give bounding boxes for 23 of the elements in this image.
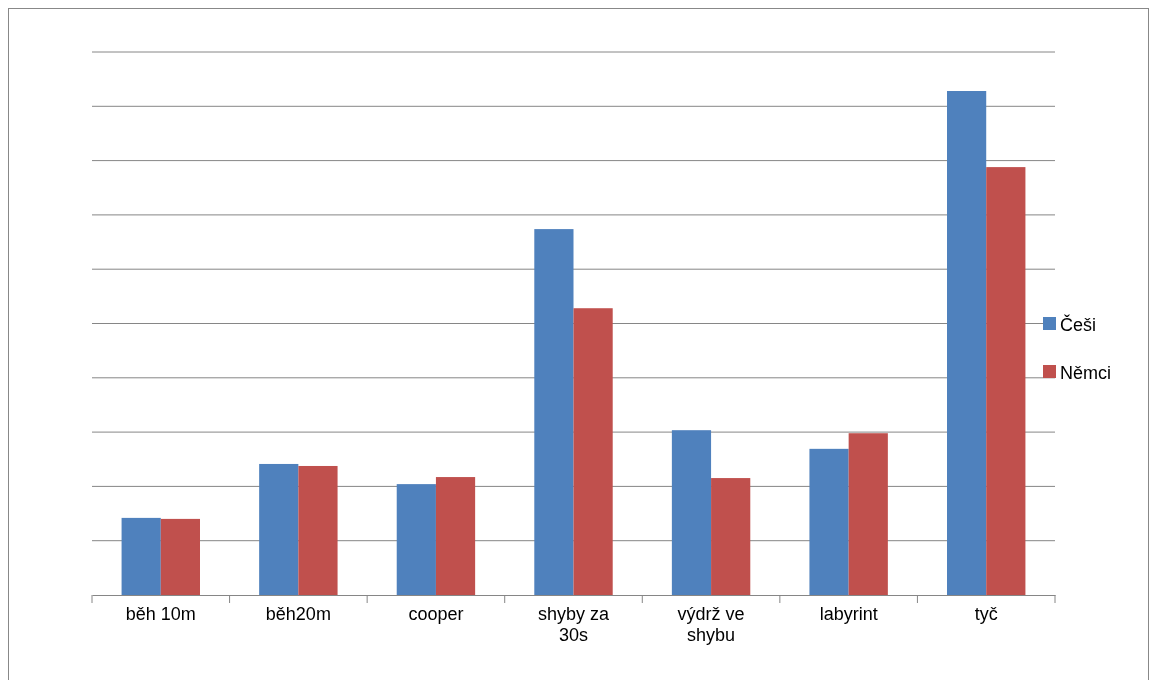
x-tick-label: labyrint (819, 603, 878, 624)
bar (671, 430, 712, 595)
x-tick-label: běh 10m (125, 603, 196, 624)
bar (396, 484, 436, 595)
legend-label: Češi (1060, 314, 1097, 335)
bar (259, 463, 299, 595)
bar (121, 517, 161, 595)
bar (986, 167, 1026, 595)
bar (160, 518, 200, 595)
x-tick-label: shyby za 30s (537, 603, 610, 646)
bar (947, 91, 987, 595)
x-tick-label: běh20m (265, 603, 331, 624)
x-tick-label: výdrž ve shybu (677, 603, 745, 646)
bar (809, 448, 849, 595)
bar (848, 433, 888, 595)
bar (435, 477, 476, 595)
bar (573, 308, 613, 595)
bar (711, 478, 751, 595)
x-tick-label: tyč (974, 603, 998, 624)
x-tick-label: cooper (408, 603, 464, 624)
bar (298, 465, 338, 595)
bar (534, 229, 574, 595)
legend-label: Němci (1060, 363, 1112, 383)
